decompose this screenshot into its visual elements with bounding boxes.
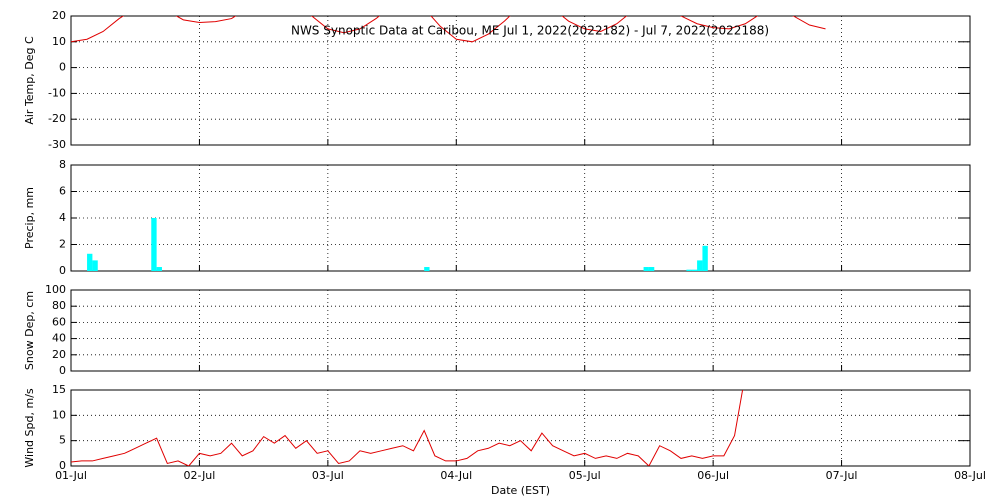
bar [156, 267, 162, 271]
y-tick-label: 8 [59, 158, 66, 171]
y-axis-label: Precip, mm [23, 187, 36, 249]
y-axis-label: Air Temp, Deg C [23, 36, 36, 125]
y-tick-label: 15 [52, 383, 66, 396]
y-tick-label: 80 [52, 299, 66, 312]
y-tick-label: 20 [52, 348, 66, 361]
bar [702, 245, 708, 271]
bar [92, 260, 98, 271]
y-tick-label: 0 [59, 264, 66, 277]
y-tick-label: -30 [48, 138, 66, 151]
y-tick-label: 20 [52, 9, 66, 22]
bar [643, 267, 649, 271]
y-tick-label: 2 [59, 238, 66, 251]
x-tick-label: 05-Jul [569, 469, 601, 482]
panel: 0 2 4 6 8 Precip, mm [23, 158, 971, 277]
y-tick-label: 6 [59, 185, 66, 198]
bar [691, 269, 698, 271]
bar [648, 267, 655, 271]
y-tick-label: -10 [48, 86, 66, 99]
x-tick-label: 06-Jul [697, 469, 729, 482]
bar [686, 269, 692, 271]
y-tick-label: 0 [59, 459, 66, 472]
plot-frame [70, 15, 971, 146]
x-tick-label: 08-Jul [954, 469, 986, 482]
panel: 0 20 40 60 80 100 Snow Dep, cm [23, 283, 971, 377]
panel: -30 -20 -10 0 10 20 Air Temp, Deg C NWS Synopti… [23, 9, 971, 151]
y-tick-label: 10 [52, 408, 66, 421]
y-tick-label: 60 [52, 315, 66, 328]
data-line [71, 16, 826, 43]
y-tick-label: 40 [52, 332, 66, 345]
bar [87, 253, 93, 271]
y-tick-label: 4 [59, 211, 66, 224]
y-axis-label: Wind Spd, m/s [23, 388, 36, 468]
bar [697, 260, 703, 271]
y-axis-label: Snow Dep, cm [23, 291, 36, 370]
y-tick-label: 10 [52, 35, 66, 48]
x-tick-label: 07-Jul [826, 469, 858, 482]
x-axis-label: Date (EST) [491, 484, 550, 497]
bar [151, 218, 157, 271]
y-tick-label: 0 [59, 61, 66, 74]
plot-frame [70, 289, 971, 372]
x-tick-label: 04-Jul [440, 469, 472, 482]
bar [424, 267, 430, 271]
x-tick-label: 02-Jul [183, 469, 215, 482]
x-tick-label: 03-Jul [312, 469, 344, 482]
y-tick-label: 100 [45, 283, 66, 296]
plot-frame [70, 164, 971, 272]
x-tick-label: 01-Jul [55, 469, 87, 482]
data-line [71, 390, 744, 466]
chart-title: NWS Synoptic Data at Caribou, ME Jul 1, … [291, 24, 769, 38]
y-tick-label: 0 [59, 364, 66, 377]
y-tick-label: -20 [48, 112, 66, 125]
plot-frame [70, 389, 971, 467]
panel: 0 5 10 15 01-Jul 02-Jul 03-Jul 04-Jul 05-Jul 06-J… [23, 383, 986, 497]
y-tick-label: 5 [59, 434, 66, 447]
